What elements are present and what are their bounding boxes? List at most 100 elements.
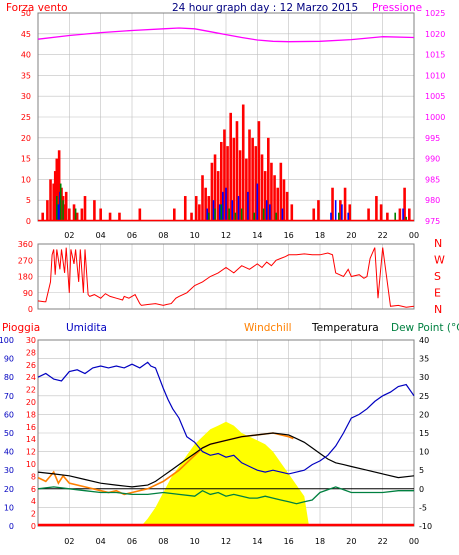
wind-bar bbox=[241, 104, 245, 221]
x-tick-label: 16 bbox=[284, 231, 294, 240]
wind-bar bbox=[64, 191, 68, 221]
direction-tick-label: 360 bbox=[18, 240, 33, 249]
gust-green-bar bbox=[74, 208, 77, 221]
temperature-tick-label: -5 bbox=[419, 503, 427, 512]
rain-tick-label: 12 bbox=[26, 448, 36, 457]
x-tick-label: 10 bbox=[190, 231, 200, 240]
rain-tick-label: 24 bbox=[26, 373, 36, 382]
wind-tick-label: 50 bbox=[21, 9, 31, 18]
wind-tick-label: 5 bbox=[26, 196, 31, 205]
gust-green-bar bbox=[253, 212, 255, 221]
wind-bar bbox=[276, 187, 279, 221]
temperature-tick-label: 30 bbox=[419, 373, 429, 382]
gust-green-bar bbox=[59, 183, 62, 221]
gust-blue-bar bbox=[334, 200, 337, 221]
gust-blue-bar bbox=[247, 191, 249, 221]
wind-bar bbox=[55, 158, 59, 221]
wind-bar bbox=[403, 187, 406, 221]
gust-green-bar bbox=[240, 208, 243, 221]
gust-blue-bar bbox=[231, 200, 234, 221]
humidity-line bbox=[37, 361, 415, 475]
pressure-tick-label: 1015 bbox=[425, 51, 445, 60]
wind-bar bbox=[93, 200, 96, 221]
wind-bar bbox=[201, 175, 204, 221]
wind-bar bbox=[49, 179, 52, 221]
humidity-tick-label: 50 bbox=[4, 429, 14, 438]
wind-bar bbox=[68, 208, 71, 221]
x-tick-label: 14 bbox=[252, 537, 262, 546]
wind-bar bbox=[279, 162, 283, 221]
x-tick-label: 20 bbox=[346, 537, 356, 546]
gust-blue-bar bbox=[222, 191, 224, 221]
gust-blue-bar bbox=[269, 204, 271, 221]
gust-blue-bar bbox=[341, 204, 343, 221]
gust-blue-bar bbox=[206, 208, 208, 221]
x-tick-label: 22 bbox=[378, 537, 388, 546]
gust-blue-bar bbox=[256, 183, 259, 221]
wind-bar bbox=[408, 208, 411, 221]
wind-tick-label: 40 bbox=[21, 51, 31, 60]
temperature-tick-label: 10 bbox=[419, 448, 429, 457]
wind-tick-label: 0 bbox=[26, 217, 31, 226]
gust-green-bar bbox=[405, 216, 407, 221]
direction-tick-label: 90 bbox=[23, 289, 33, 298]
wind-bar bbox=[190, 212, 193, 221]
rain-tick-label: 20 bbox=[26, 398, 36, 407]
wind-bar bbox=[245, 158, 248, 221]
temperature-line bbox=[37, 432, 415, 488]
humidity-tick-label: 20 bbox=[4, 485, 14, 494]
rain-tick-label: 8 bbox=[31, 472, 36, 481]
wind-bar bbox=[254, 146, 258, 221]
rain-tick-label: 0 bbox=[31, 522, 36, 531]
wind-bar bbox=[220, 141, 223, 221]
gust-blue-bar bbox=[330, 212, 332, 221]
compass-label: N bbox=[434, 303, 442, 316]
x-tick-label: 04 bbox=[96, 537, 106, 546]
wind-bar bbox=[375, 196, 378, 221]
x-tick-label: 06 bbox=[127, 231, 137, 240]
wind-bar bbox=[216, 171, 220, 221]
humidity-tick-label: 0 bbox=[9, 522, 14, 531]
gust-green-bar bbox=[394, 212, 396, 221]
wind-bar bbox=[386, 212, 389, 221]
wind-bar bbox=[312, 208, 316, 221]
x-tick-label: 16 bbox=[284, 537, 294, 546]
rain-tick-label: 14 bbox=[26, 435, 36, 444]
x-tick-label: 14 bbox=[252, 231, 262, 240]
rain-label: Pioggia bbox=[2, 322, 40, 334]
wind-bar bbox=[267, 137, 270, 221]
wind-pressure-panel: 0510152025303540455097598098599099510001… bbox=[21, 9, 446, 240]
x-tick-label: 08 bbox=[158, 537, 168, 546]
wind-bar bbox=[198, 204, 201, 221]
solar-area bbox=[141, 421, 309, 526]
pressure-line bbox=[37, 27, 415, 43]
gust-green-bar bbox=[234, 212, 237, 221]
temperature-tick-label: 35 bbox=[419, 355, 429, 364]
temperature-tick-label: 25 bbox=[419, 392, 429, 401]
humidity-tick-label: 90 bbox=[4, 355, 14, 364]
gust-green-bar bbox=[262, 208, 265, 221]
temperature-tick-label: -10 bbox=[419, 522, 432, 531]
pressure-tick-label: 995 bbox=[425, 134, 440, 143]
x-tick-label: 12 bbox=[221, 231, 231, 240]
wind-bar bbox=[210, 162, 214, 221]
humidity-tick-label: 40 bbox=[4, 448, 14, 457]
wind-bar bbox=[235, 121, 239, 221]
humidity-tick-label: 100 bbox=[0, 336, 14, 345]
wind-bar bbox=[398, 208, 402, 221]
temperature-tick-label: 5 bbox=[419, 466, 424, 475]
rain-tick-label: 10 bbox=[26, 460, 36, 469]
wind-tick-label: 45 bbox=[21, 30, 31, 39]
gust-green-bar bbox=[62, 200, 64, 221]
wind-bar bbox=[99, 208, 102, 221]
humidity-tick-label: 10 bbox=[4, 503, 14, 512]
x-tick-label: 02 bbox=[64, 231, 74, 240]
wind-bar bbox=[257, 121, 261, 221]
wind-bar bbox=[80, 208, 84, 221]
pressure-tick-label: 985 bbox=[425, 175, 440, 184]
dewpoint-line bbox=[37, 486, 414, 505]
gust-green-bar bbox=[275, 212, 277, 221]
wind-direction-line bbox=[37, 247, 415, 308]
